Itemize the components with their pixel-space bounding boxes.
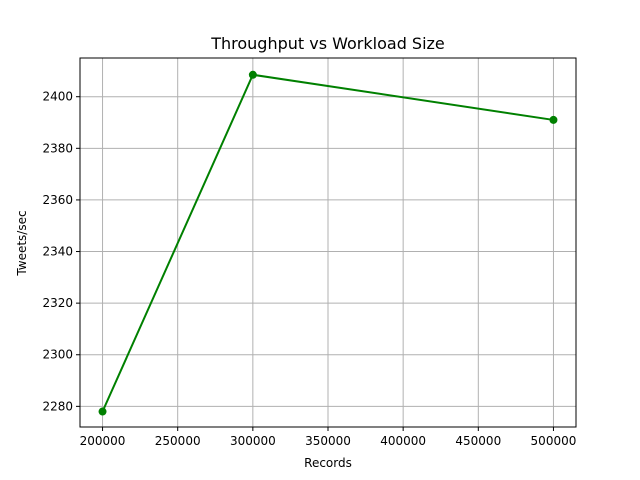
- data-point: [549, 115, 558, 124]
- y-tick-label: 2280: [42, 399, 73, 413]
- x-tick-label: 500000: [531, 434, 577, 448]
- x-tick-label: 450000: [455, 434, 501, 448]
- y-tick-label: 2320: [42, 296, 73, 310]
- y-tick-label: 2380: [42, 141, 73, 155]
- series-group: [98, 70, 558, 416]
- y-axis-ticks: 2280 2300 2320 2340 2360 2380 2400: [42, 90, 80, 413]
- chart-title: Throughput vs Workload Size: [210, 34, 445, 53]
- grid-lines: [80, 58, 576, 427]
- data-point: [248, 70, 257, 79]
- y-tick-label: 2340: [42, 245, 73, 259]
- y-tick-label: 2300: [42, 348, 73, 362]
- x-axis-ticks: 200000 250000 300000 350000 400000 450000 5000…: [80, 427, 577, 448]
- x-tick-label: 400000: [380, 434, 426, 448]
- x-axis-label: Records: [304, 456, 352, 470]
- x-tick-label: 300000: [230, 434, 276, 448]
- y-tick-label: 2400: [42, 90, 73, 104]
- y-axis-label: Tweets/sec: [15, 210, 29, 276]
- x-tick-label: 250000: [155, 434, 201, 448]
- y-tick-label: 2360: [42, 193, 73, 207]
- x-tick-label: 200000: [80, 434, 126, 448]
- data-point: [98, 407, 107, 416]
- x-tick-label: 350000: [305, 434, 351, 448]
